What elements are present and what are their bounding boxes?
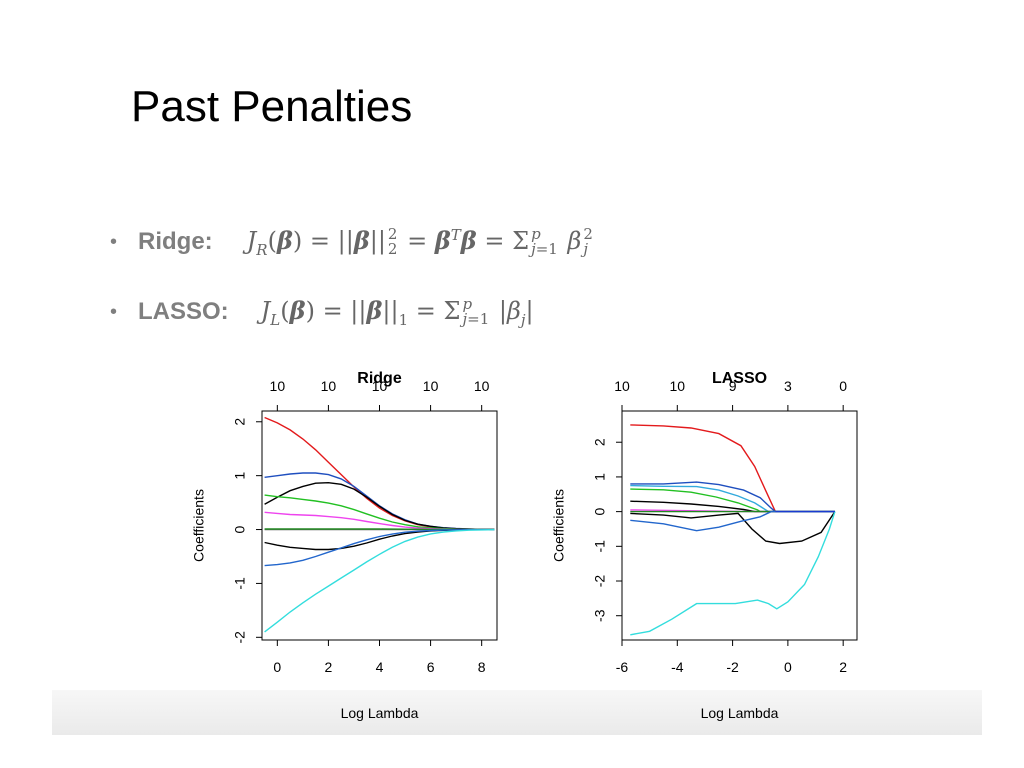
ridge-series-9 bbox=[264, 528, 495, 567]
lasso-chart-title: LASSO bbox=[712, 370, 767, 387]
ridge-series-8 bbox=[264, 528, 495, 551]
lasso-y-axis-label: Coefficients bbox=[551, 489, 567, 562]
ridge-series-4 bbox=[264, 494, 495, 531]
lasso-x-tick-label: -6 bbox=[616, 659, 629, 675]
ridge-top-tick-label: 10 bbox=[423, 378, 439, 394]
lasso-y-tick-label: -3 bbox=[592, 609, 608, 622]
lasso-label: LASSO: bbox=[138, 298, 229, 325]
ridge-x-tick-label: 2 bbox=[325, 659, 333, 675]
ridge-y-tick-label: 0 bbox=[232, 525, 248, 533]
lasso-x-tick-label: 2 bbox=[839, 659, 847, 675]
lasso-plot-frame bbox=[621, 410, 858, 641]
ridge-x-tick-label: 0 bbox=[273, 659, 281, 675]
ridge-y-tick-label: 1 bbox=[232, 472, 248, 480]
ridge-series-10 bbox=[264, 529, 495, 633]
bullet-dot: • bbox=[110, 231, 118, 253]
lasso-y-tick-label: 2 bbox=[592, 438, 608, 446]
ridge-y-tick-label: 2 bbox=[232, 418, 248, 426]
slide-title: Past Penalties bbox=[131, 82, 413, 131]
ridge-y-tick-label: -2 bbox=[232, 631, 248, 644]
ridge-plot-frame bbox=[261, 410, 498, 641]
ridge-x-tick-label: 4 bbox=[376, 659, 384, 675]
ridge-x-tick-label: 6 bbox=[427, 659, 435, 675]
ridge-top-tick-label: 10 bbox=[270, 378, 286, 394]
ridge-x-tick-label: 8 bbox=[478, 659, 486, 675]
ridge-chart-title: Ridge bbox=[357, 370, 402, 387]
ridge-top-tick-label: 10 bbox=[372, 378, 388, 394]
ridge-top-tick-label: 10 bbox=[474, 378, 490, 394]
lasso-series-9 bbox=[630, 510, 835, 532]
lasso-x-tick-label: -2 bbox=[726, 659, 739, 675]
lasso-chart: -6 -4 -2 0 2 -3 -2 -1 0 1 2 10 10 9 3 0 LASSO Log Lambda C… bbox=[551, 370, 858, 721]
lasso-top-tick-label: 0 bbox=[839, 378, 847, 394]
ridge-series-2 bbox=[264, 472, 495, 531]
lasso-top-tick-label: 9 bbox=[729, 378, 737, 394]
ridge-y-axis-label: Coefficients bbox=[191, 489, 207, 562]
lasso-y-tick-label: -2 bbox=[592, 575, 608, 588]
ridge-label: Ridge: bbox=[138, 228, 213, 255]
lasso-x-axis-label: Log Lambda bbox=[701, 705, 779, 721]
lasso-x-tick-label: -4 bbox=[671, 659, 684, 675]
lasso-series-1 bbox=[630, 424, 835, 513]
ridge-x-axis-label: Log Lambda bbox=[341, 705, 419, 721]
lasso-series-2 bbox=[630, 481, 835, 513]
lasso-series-3 bbox=[630, 484, 835, 513]
bullet-dot: • bbox=[110, 301, 118, 323]
lasso-y-tick-label: -1 bbox=[592, 540, 608, 553]
lasso-y-tick-label: 0 bbox=[592, 508, 608, 516]
lasso-y-tick-label: 1 bbox=[592, 473, 608, 481]
lasso-x-tick-label: 0 bbox=[784, 659, 792, 675]
ridge-top-tick-label: 10 bbox=[321, 378, 337, 394]
ridge-series-3 bbox=[264, 481, 495, 531]
footer-band bbox=[52, 690, 982, 735]
lasso-top-tick-label: 10 bbox=[670, 378, 686, 394]
ridge-y-tick-label: -1 bbox=[232, 577, 248, 590]
lasso-top-tick-label: 3 bbox=[784, 378, 792, 394]
lasso-series-8 bbox=[630, 511, 836, 545]
ridge-series-5 bbox=[264, 511, 495, 531]
lasso-series-10 bbox=[630, 511, 836, 636]
lasso-top-tick-label: 10 bbox=[614, 378, 630, 394]
